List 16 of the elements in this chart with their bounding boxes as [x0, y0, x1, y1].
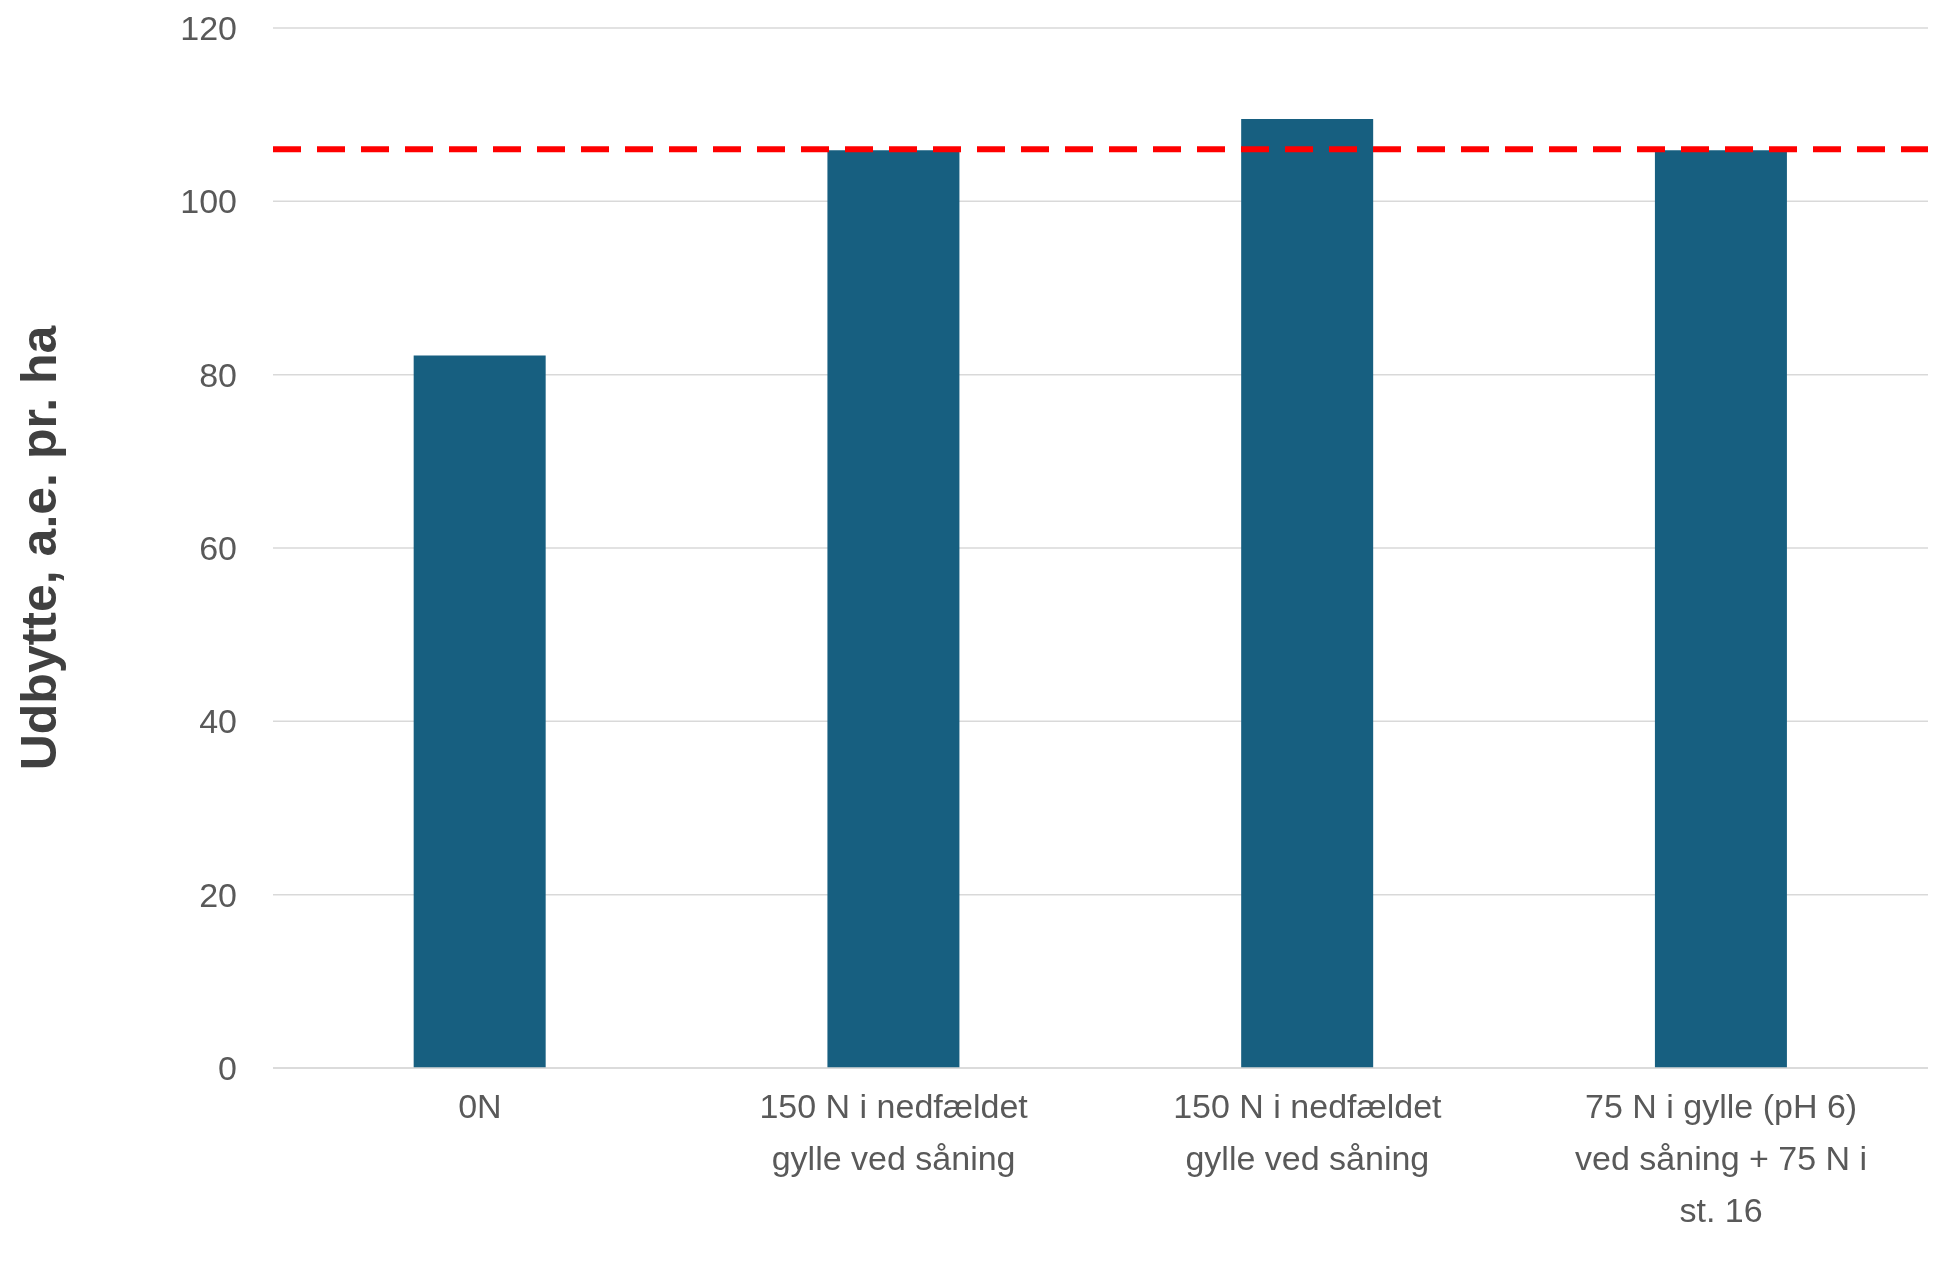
x-tick-label: 150 N i nedfældet gylle ved såning: [1173, 1087, 1443, 1177]
y-axis-title: Udbytte, a.e. pr. ha: [10, 324, 67, 771]
y-tick-label: 40: [199, 702, 237, 741]
y-tick-label: 100: [180, 182, 237, 221]
bar: [413, 355, 546, 1068]
x-tick-label: 75 N i gylle (pH 6) ved såning + 75 N i st. 16: [1575, 1087, 1868, 1229]
bar: [1654, 150, 1787, 1068]
x-tick-label: 0N: [458, 1087, 502, 1125]
bar: [827, 150, 960, 1068]
y-tick-label: 80: [199, 355, 237, 394]
y-tick-label: 20: [199, 875, 237, 914]
bar: [1241, 119, 1374, 1068]
y-tick-label: 0: [218, 1049, 237, 1088]
x-tick-label: 150 N i nedfældet gylle ved såning: [759, 1087, 1029, 1177]
y-tick-label: 60: [199, 529, 237, 568]
y-tick-label: 120: [180, 9, 237, 48]
